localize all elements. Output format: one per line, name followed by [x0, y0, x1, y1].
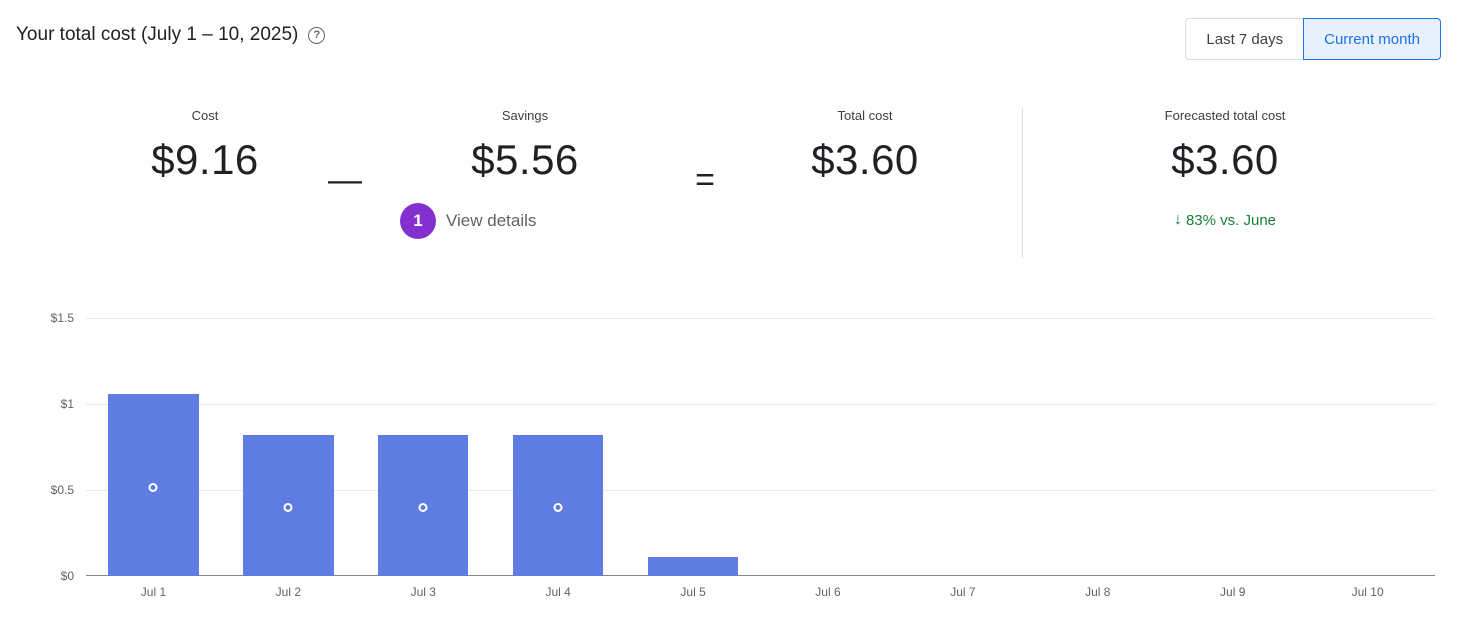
bar-group-jul-8[interactable] [1030, 318, 1165, 576]
x-axis-tick-label: Jul 8 [1085, 585, 1111, 599]
savings-stat: Savings $5.56 1 View details [385, 108, 665, 239]
forecast-label: Forecasted total cost [1164, 108, 1286, 123]
cost-summary-equation: Cost $9.16 — Savings $5.56 1 View detail… [0, 108, 1467, 258]
x-axis-tick-label: Jul 4 [545, 585, 571, 599]
y-axis-tick-label: $1 [60, 397, 74, 411]
forecast-delta-text: 83% vs. June [1185, 211, 1277, 229]
bar-group-jul-9[interactable] [1165, 318, 1300, 576]
marker-dot [148, 482, 158, 492]
bar-group-jul-7[interactable] [895, 318, 1030, 576]
bar-group-jul-3[interactable] [356, 318, 491, 576]
cost-label: Cost [191, 108, 219, 123]
bar-group-jul-10[interactable] [1300, 318, 1435, 576]
bar-group-jul-4[interactable] [491, 318, 626, 576]
x-axis-tick-label: Jul 2 [275, 585, 302, 599]
down-arrow-icon: ↓ [1173, 211, 1182, 228]
total-cost-value: $3.60 [811, 136, 919, 183]
summary-divider [1022, 108, 1023, 258]
minus-operator: — [328, 161, 362, 199]
bar-group-jul-2[interactable] [221, 318, 356, 576]
savings-value: $5.56 [471, 136, 579, 183]
current-month-button[interactable]: Current month [1303, 18, 1441, 60]
x-axis-tick-label: Jul 5 [680, 585, 706, 599]
bar-group-jul-6[interactable] [761, 318, 896, 576]
forecast-delta: ↓ 83% vs. June [1023, 211, 1427, 229]
total-cost-stat: Total cost $3.60 [745, 108, 985, 185]
y-axis-tick-label: $0.5 [50, 483, 74, 497]
x-axis-baseline [86, 575, 1435, 576]
help-icon[interactable]: ? [308, 26, 326, 44]
bar-group-jul-1[interactable] [86, 318, 221, 576]
forecast-stat: Forecasted total cost $3.60 ↓ 83% vs. Ju… [1023, 108, 1427, 229]
gridline [86, 318, 1435, 319]
y-axis: $0 $0.5 $1 $1.5 [16, 311, 86, 583]
forecast-value: $3.60 [1171, 136, 1279, 183]
marker-dot [283, 503, 293, 513]
x-axis-tick-label: Jul 3 [410, 585, 436, 599]
last-7-days-button[interactable]: Last 7 days [1185, 18, 1304, 60]
marker-dot [553, 503, 563, 513]
equals-operator: = [695, 161, 715, 199]
view-details-link[interactable]: View details [446, 211, 537, 230]
date-range-toggle: Last 7 days Current month [1185, 18, 1441, 60]
savings-label: Savings [501, 108, 549, 123]
y-axis-tick-label: $0 [60, 569, 74, 583]
gridline [86, 490, 1435, 492]
gridline [86, 404, 1435, 406]
page-title: Your total cost (July 1 – 10, 2025) [16, 24, 299, 45]
chart-plot [86, 318, 1435, 576]
x-axis: Jul 1 Jul 2 Jul 3 Jul 4 Jul 5 Jul 6 Jul 7 Jul 8… [86, 585, 1435, 599]
cost-value: $9.16 [151, 136, 259, 183]
x-axis-tick-label: Jul 9 [1220, 585, 1246, 599]
x-axis-tick-label: Jul 1 [140, 585, 167, 599]
daily-cost-chart: $0 $0.5 $1 $1.5 Jul 1 Jul 2 Jul 3 Jul 4 Jul 5 Ju… [16, 311, 1435, 599]
callout-step-badge: 1 [400, 203, 436, 239]
x-axis-tick-label: Jul 7 [950, 585, 976, 599]
total-cost-label: Total cost [837, 108, 893, 123]
cost-stat: Cost $9.16 [105, 108, 305, 185]
bar-group-jul-5[interactable] [626, 318, 761, 576]
marker-dot [418, 503, 428, 513]
cost-bar[interactable] [647, 557, 739, 576]
panel-header: Your total cost (July 1 – 10, 2025) ? La… [0, 0, 1467, 60]
y-axis-tick-label: $1.5 [50, 311, 74, 325]
x-axis-tick-label: Jul 10 [1351, 585, 1384, 599]
x-axis-tick-label: Jul 6 [815, 585, 841, 599]
view-details-row: 1 View details [385, 203, 665, 239]
chart-bars [86, 318, 1435, 576]
